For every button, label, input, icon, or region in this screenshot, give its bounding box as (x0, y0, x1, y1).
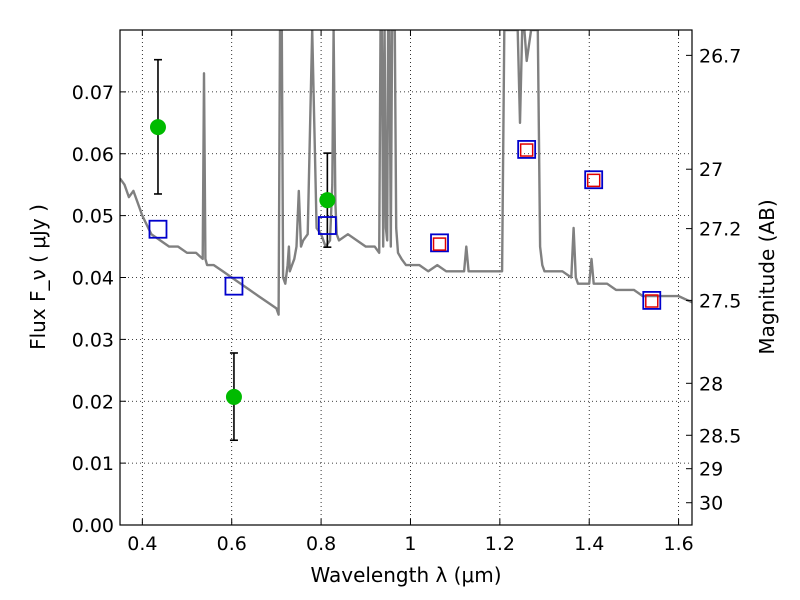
x-axis-label: Wavelength λ (μm) (310, 563, 501, 587)
model-photometry-square (584, 170, 604, 190)
x-tick-label: 0.8 (306, 533, 336, 555)
observed-photometry-point (225, 388, 242, 405)
magnitude-tick-label: 27.2 (699, 219, 741, 241)
model-photometry-square-small (645, 294, 659, 308)
y-tick-label: 0.07 (72, 82, 114, 104)
model-photometry-square (642, 290, 662, 310)
magnitude-tick-label: 29 (699, 459, 723, 481)
y-tick-label: 0.01 (72, 453, 114, 475)
y-axis-label-right: Magnitude (AB) (755, 199, 779, 354)
spectrum-line (120, 30, 692, 316)
model-photometry-square-small (519, 143, 534, 157)
magnitude-tick-label: 27.5 (699, 290, 741, 312)
model-photometry-square (430, 233, 449, 253)
magnitude-tick-label: 27 (699, 159, 723, 181)
y-axis-magnitude: 26.7 27 27.2 27.5 28 28.5 29 30 (686, 45, 741, 515)
magnitude-tick-label: 28.5 (699, 425, 741, 447)
y-tick-label: 0.02 (72, 391, 114, 413)
model-photometry-square-small (586, 173, 601, 188)
magnitude-tick-label: 28 (699, 373, 723, 395)
x-tick-label: 1.6 (663, 533, 693, 555)
y-tick-label: 0.03 (72, 329, 114, 351)
y-axis-label-left: Flux F_ν ( μJy ) (26, 204, 50, 350)
series-layer (120, 30, 692, 442)
x-axis: 0.4 0.6 0.8 1 1.2 1.4 1.6 (127, 30, 694, 555)
magnitude-tick-label: 26.7 (699, 45, 741, 67)
y-tick-label: 0.04 (72, 268, 114, 290)
model-photometry-square (517, 140, 537, 159)
y-tick-label: 0.05 (72, 206, 114, 228)
model-photometry-square-small (432, 237, 447, 251)
y-axis-flux: 0.00 0.01 0.02 0.03 0.04 0.05 0.06 0.07 (72, 82, 126, 537)
model-photometry-square (224, 276, 244, 296)
y-tick-label: 0.06 (72, 144, 114, 166)
x-tick-label: 1.2 (485, 533, 515, 555)
x-tick-label: 1.4 (574, 533, 604, 555)
grid (120, 30, 692, 526)
model-photometry-square (148, 219, 168, 239)
model-photometry-square (317, 216, 337, 235)
observed-photometry-point (149, 119, 166, 136)
plot-frame (119, 29, 693, 526)
magnitude-tick-label: 30 (699, 493, 723, 515)
x-tick-label: 0.4 (127, 533, 157, 555)
x-tick-label: 0.6 (217, 533, 247, 555)
observed-photometry-point (319, 192, 336, 209)
y-tick-label: 0.00 (72, 515, 114, 537)
x-tick-label: 1 (404, 533, 416, 555)
